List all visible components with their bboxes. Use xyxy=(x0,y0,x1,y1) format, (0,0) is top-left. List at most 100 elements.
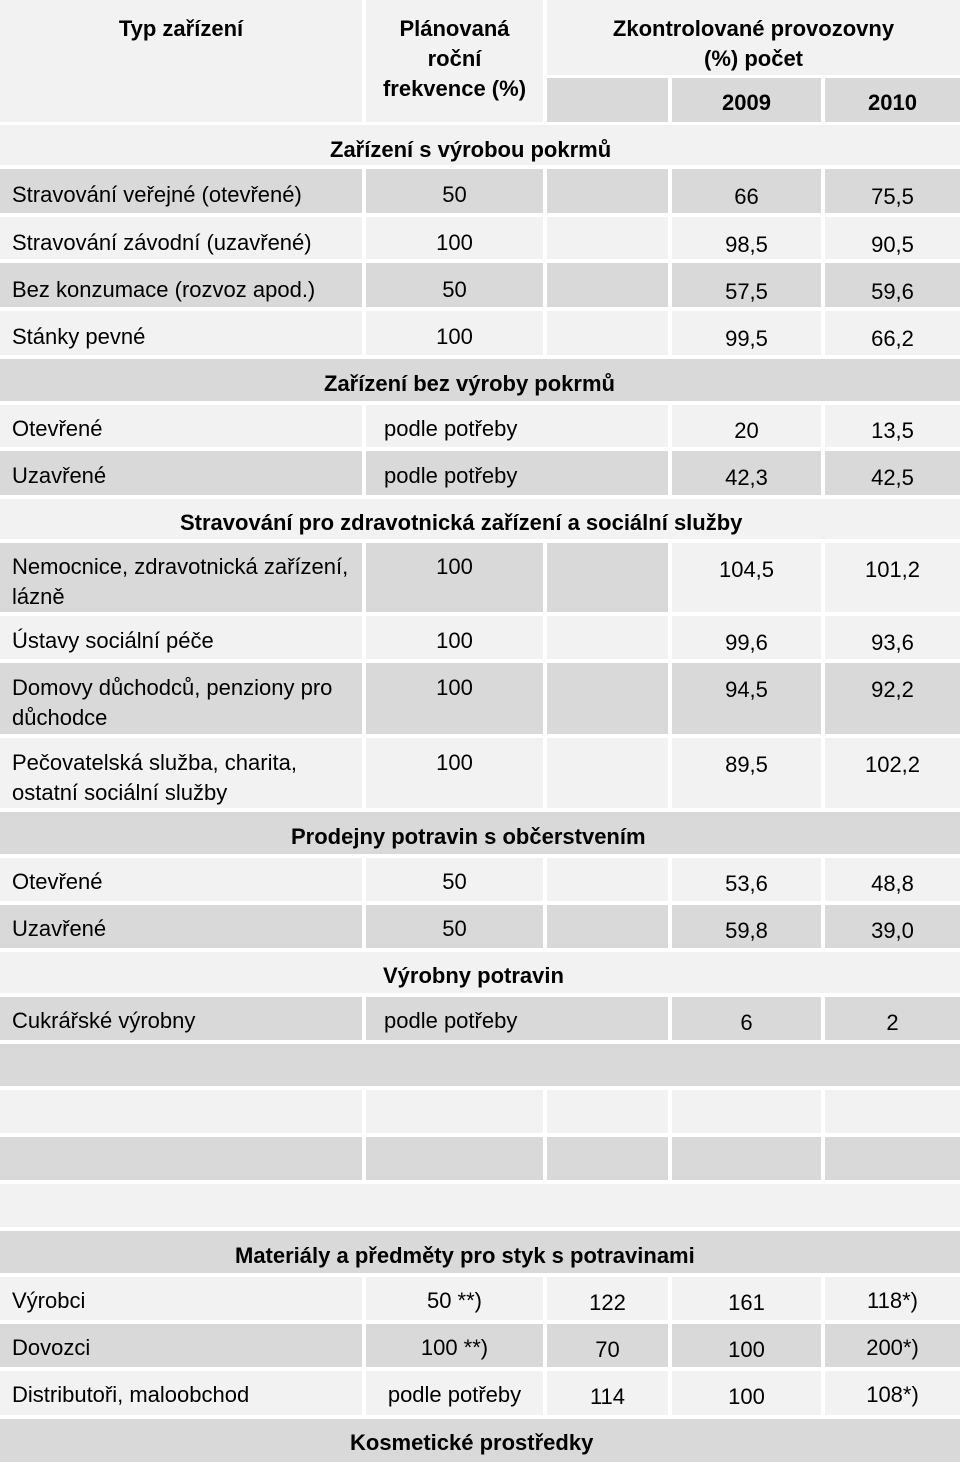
header-year-2010: 2010 xyxy=(825,78,960,122)
header-blank-cell xyxy=(547,78,668,122)
row-value-2009: 94,5 xyxy=(672,663,821,734)
row-frequency: 100 xyxy=(366,543,543,612)
row-empty-cell xyxy=(547,616,668,659)
header-type: Typ zařízení xyxy=(0,0,362,122)
row-type: Distributoři, maloobchod xyxy=(0,1371,362,1415)
row-value-2009: 99,5 xyxy=(672,311,821,355)
row-empty-cell xyxy=(547,738,668,808)
blank-cell xyxy=(366,1137,543,1180)
blank-cell xyxy=(0,1137,362,1180)
row-frequency: podle potřeby xyxy=(366,997,668,1040)
row-empty-cell xyxy=(547,263,668,307)
header-year-2009: 2009 xyxy=(672,78,821,122)
row-type: Stravování veřejné (otevřené) xyxy=(0,169,362,213)
row-empty-cell xyxy=(547,543,668,612)
row-value-2009: 66 xyxy=(672,169,821,213)
row-value-2009: 59,8 xyxy=(672,905,821,948)
row-value-2010: 66,2 xyxy=(825,311,960,355)
row-value-2010: 102,2 xyxy=(825,738,960,808)
row-value-2009: 89,5 xyxy=(672,738,821,808)
blank-cell xyxy=(547,1137,668,1180)
row-type: Výrobci xyxy=(0,1277,362,1320)
row-empty-cell xyxy=(547,858,668,901)
section-title: Stravování pro zdravotnická zařízení a s… xyxy=(0,499,960,539)
blank-cell xyxy=(672,1090,821,1133)
row-value-2010: 90,5 xyxy=(825,217,960,259)
row-frequency: 50 **) xyxy=(366,1277,543,1320)
row-value: 114 xyxy=(547,1371,668,1415)
row-value-2009: 42,3 xyxy=(672,451,821,495)
blank-row xyxy=(0,1044,960,1086)
row-value: 118*) xyxy=(825,1277,960,1320)
row-type: Stánky pevné xyxy=(0,311,362,355)
header-checked: Zkontrolované provozovny (%) počet xyxy=(547,0,960,75)
row-value: 100 xyxy=(672,1371,821,1415)
row-frequency: 100 xyxy=(366,738,543,808)
row-empty-cell xyxy=(547,311,668,355)
row-frequency: podle potřeby xyxy=(366,1371,543,1415)
row-empty-cell xyxy=(547,169,668,213)
section-title: Výrobny potravin xyxy=(0,952,960,993)
blank-cell xyxy=(825,1090,960,1133)
section-title: Zařízení s výrobou pokrmů xyxy=(0,125,960,165)
row-type: Otevřené xyxy=(0,858,362,901)
row-frequency: podle potřeby xyxy=(366,405,668,447)
row-frequency: 100 xyxy=(366,663,543,734)
row-value-2010: 75,5 xyxy=(825,169,960,213)
row-value: 70 xyxy=(547,1324,668,1367)
row-frequency: 50 xyxy=(366,263,543,307)
row-frequency: podle potřeby xyxy=(366,451,668,495)
row-frequency: 100 **) xyxy=(366,1324,543,1367)
blank-cell xyxy=(547,1090,668,1133)
row-frequency: 100 xyxy=(366,616,543,659)
row-type: Nemocnice, zdravotnická zařízení, lázně xyxy=(0,543,362,612)
row-value: 100 xyxy=(672,1324,821,1367)
row-frequency: 100 xyxy=(366,217,543,259)
row-frequency: 50 xyxy=(366,858,543,901)
row-type: Otevřené xyxy=(0,405,362,447)
section-title: Prodejny potravin s občerstvením xyxy=(0,812,960,854)
row-value-2010: 39,0 xyxy=(825,905,960,948)
row-frequency: 50 xyxy=(366,169,543,213)
row-value-2009: 104,5 xyxy=(672,543,821,612)
row-type: Bez konzumace (rozvoz apod.) xyxy=(0,263,362,307)
row-value-2009: 57,5 xyxy=(672,263,821,307)
row-frequency: 50 xyxy=(366,905,543,948)
blank-cell xyxy=(672,1137,821,1180)
row-empty-cell xyxy=(547,905,668,948)
blank-cell xyxy=(0,1090,362,1133)
row-value-2010: 48,8 xyxy=(825,858,960,901)
row-value-2010: 2 xyxy=(825,997,960,1040)
row-value-2010: 42,5 xyxy=(825,451,960,495)
row-value-2010: 92,2 xyxy=(825,663,960,734)
row-type: Ústavy sociální péče xyxy=(0,616,362,659)
row-type: Domovy důchodců, penziony pro důchodce xyxy=(0,663,362,734)
section-title: Kosmetické prostředky xyxy=(0,1419,960,1462)
row-value-2010: 13,5 xyxy=(825,405,960,447)
row-value-2010: 101,2 xyxy=(825,543,960,612)
blank-cell xyxy=(366,1090,543,1133)
row-empty-cell xyxy=(547,217,668,259)
row-empty-cell xyxy=(547,663,668,734)
row-value: 200*) xyxy=(825,1324,960,1367)
row-type: Dovozci xyxy=(0,1324,362,1367)
row-value-2009: 6 xyxy=(672,997,821,1040)
row-value-2009: 99,6 xyxy=(672,616,821,659)
section-title: Zařízení bez výroby pokrmů xyxy=(0,359,960,401)
row-type: Cukrářské výrobny xyxy=(0,997,362,1040)
blank-cell xyxy=(825,1137,960,1180)
row-value-2009: 53,6 xyxy=(672,858,821,901)
section-title: Materiály a předměty pro styk s potravin… xyxy=(0,1231,960,1273)
blank-row xyxy=(0,1184,960,1227)
row-frequency: 100 xyxy=(366,311,543,355)
row-value-2009: 20 xyxy=(672,405,821,447)
row-type: Uzavřené xyxy=(0,905,362,948)
row-value-2010: 59,6 xyxy=(825,263,960,307)
row-value-2009: 98,5 xyxy=(672,217,821,259)
row-type: Stravování závodní (uzavřené) xyxy=(0,217,362,259)
row-type: Pečovatelská služba, charita, ostatní so… xyxy=(0,738,362,808)
row-value: 108*) xyxy=(825,1371,960,1415)
row-value-2010: 93,6 xyxy=(825,616,960,659)
row-type: Uzavřené xyxy=(0,451,362,495)
